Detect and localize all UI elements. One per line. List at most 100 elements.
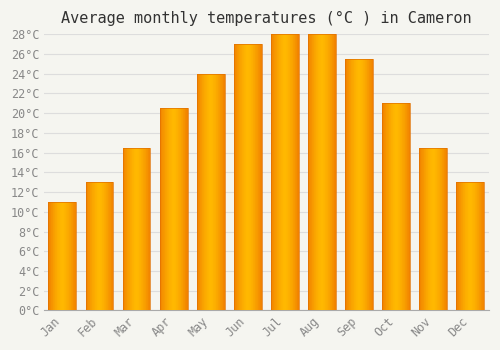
Bar [482,182,483,310]
Bar [352,59,353,310]
Bar [103,182,104,310]
Bar [273,34,274,310]
Bar [356,59,357,310]
Bar [327,34,328,310]
Bar [271,34,272,310]
Bar [256,44,257,310]
Bar [136,148,137,310]
Bar [298,34,299,310]
Bar [180,108,182,310]
Bar [280,34,281,310]
Bar [423,148,424,310]
Bar [96,182,98,310]
Bar [408,103,410,310]
Bar [440,148,441,310]
Bar [63,202,64,310]
Bar [309,34,310,310]
Bar [326,34,327,310]
Bar [147,148,148,310]
Bar [467,182,468,310]
Bar [52,202,54,310]
Bar [236,44,238,310]
Bar [405,103,406,310]
Bar [462,182,464,310]
Bar [436,148,438,310]
Bar [111,182,112,310]
Bar [49,202,50,310]
Bar [333,34,334,310]
Bar [62,202,63,310]
Bar [324,34,325,310]
Bar [110,182,111,310]
Bar [424,148,425,310]
Bar [241,44,242,310]
Bar [475,182,476,310]
Bar [476,182,478,310]
Bar [206,74,207,310]
Bar [204,74,205,310]
Bar [54,202,56,310]
Bar [112,182,114,310]
Bar [199,74,200,310]
Bar [386,103,387,310]
Bar [187,108,188,310]
Bar [457,182,458,310]
Bar [399,103,400,310]
Bar [290,34,291,310]
Bar [318,34,319,310]
Bar [443,148,444,310]
Bar [48,202,49,310]
Bar [354,59,355,310]
Bar [186,108,187,310]
Bar [296,34,298,310]
Bar [135,148,136,310]
Bar [395,103,396,310]
Bar [160,108,161,310]
Bar [100,182,101,310]
Bar [107,182,108,310]
Bar [372,59,373,310]
Bar [403,103,404,310]
Bar [458,182,459,310]
Bar [56,202,57,310]
Bar [201,74,202,310]
Bar [291,34,292,310]
Bar [362,59,363,310]
Bar [311,34,312,310]
Bar [221,74,222,310]
Bar [210,74,212,310]
Bar [86,182,87,310]
Bar [246,44,247,310]
Bar [142,148,143,310]
Bar [122,148,124,310]
Bar [64,202,65,310]
Bar [252,44,254,310]
Bar [248,44,249,310]
Bar [160,108,188,310]
Bar [162,108,163,310]
Bar [50,202,51,310]
Bar [460,182,462,310]
Bar [345,59,373,310]
Bar [173,108,174,310]
Bar [361,59,362,310]
Bar [220,74,221,310]
Bar [431,148,432,310]
Bar [473,182,474,310]
Bar [315,34,316,310]
Bar [216,74,217,310]
Bar [133,148,134,310]
Bar [258,44,259,310]
Bar [149,148,150,310]
Bar [184,108,186,310]
Bar [316,34,317,310]
Bar [348,59,350,310]
Bar [130,148,131,310]
Bar [294,34,296,310]
Bar [350,59,352,310]
Bar [238,44,240,310]
Bar [214,74,215,310]
Bar [177,108,178,310]
Bar [244,44,245,310]
Bar [145,148,146,310]
